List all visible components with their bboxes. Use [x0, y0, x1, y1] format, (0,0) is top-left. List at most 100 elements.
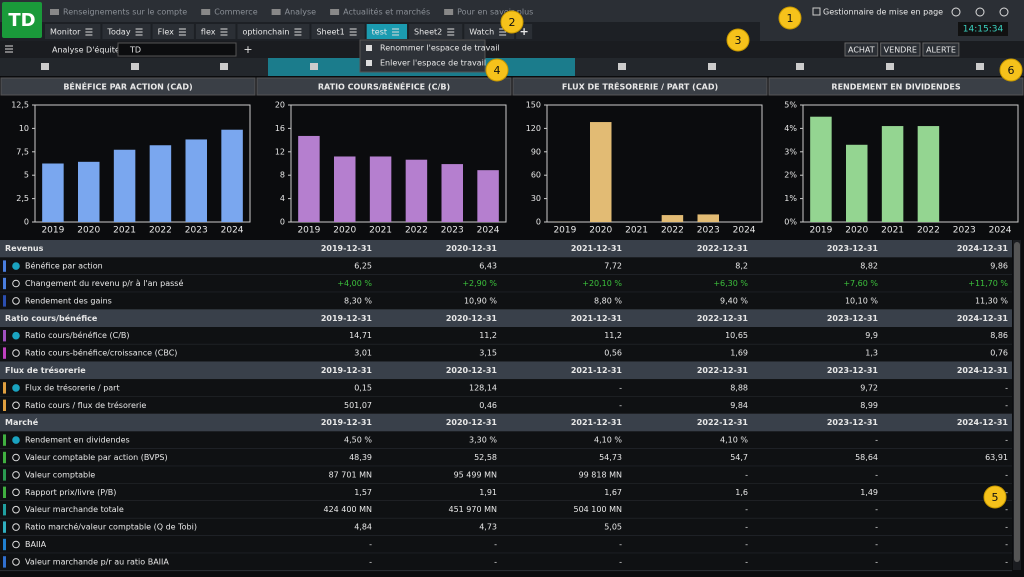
clock: 14:15:34	[963, 25, 1004, 35]
nav-item[interactable]: Renseignements sur le compte	[63, 8, 187, 17]
column-date: 2019-12-31	[321, 244, 373, 253]
section-icon[interactable]	[708, 63, 716, 70]
bar	[150, 145, 172, 222]
x-tick-label: 2019	[553, 226, 576, 236]
tab-label[interactable]: Flex	[158, 28, 175, 37]
y-tick-label: 20	[275, 101, 285, 110]
column-date: 2019-12-31	[321, 314, 373, 323]
y-tick-label: 1%	[784, 194, 797, 203]
search-add[interactable]: +	[243, 43, 252, 56]
tab-label[interactable]: test	[372, 28, 387, 37]
table-row[interactable]	[0, 501, 1012, 518]
scrollbar-thumb[interactable]	[1014, 242, 1020, 562]
y-tick-label: 0	[24, 218, 29, 227]
section-icon[interactable]	[976, 63, 984, 70]
row-label: Rapport prix/livre (P/B)	[25, 488, 116, 497]
x-tick-label: 2022	[405, 226, 428, 236]
cell-value: -	[369, 557, 372, 566]
bar	[442, 164, 464, 222]
row-label: Rendement en dividendes	[25, 436, 130, 445]
bar	[662, 215, 684, 222]
row-toggle[interactable]	[13, 437, 20, 444]
tab-label[interactable]: Sheet1	[316, 28, 344, 37]
cell-value: 10,65	[725, 331, 748, 340]
tab-label[interactable]: Sheet2	[414, 28, 442, 37]
row-toggle[interactable]	[13, 332, 20, 339]
cell-value: +7,60 %	[843, 279, 878, 288]
cell-value: 6,43	[479, 262, 497, 271]
action-button-label[interactable]: VENDRE	[884, 46, 917, 55]
y-tick-label: 0%	[784, 218, 797, 227]
action-button-label[interactable]: ALERTE	[926, 46, 956, 55]
action-button-label[interactable]: ACHAT	[848, 46, 875, 55]
tab-label[interactable]: Monitor	[50, 28, 81, 37]
nav-icon	[272, 9, 281, 15]
nav-item[interactable]: Analyse	[285, 8, 317, 17]
y-tick-label: 2,5	[16, 194, 29, 203]
x-tick-label: 2022	[917, 226, 940, 236]
tab-label[interactable]: Today	[106, 28, 130, 37]
x-tick-label: 2022	[149, 226, 172, 236]
section-icon[interactable]	[220, 63, 228, 70]
cell-value: 504 100 MN	[573, 505, 622, 514]
tab-label[interactable]: flex	[201, 28, 216, 37]
y-tick-label: 4	[280, 194, 285, 203]
cell-value: 4,10 %	[594, 436, 622, 445]
y-tick-label: 150	[526, 101, 541, 110]
row-label: Flux de trésorerie / part	[25, 382, 120, 392]
column-date: 2023-12-31	[827, 418, 879, 427]
cell-value: 4,50 %	[344, 436, 372, 445]
cell-value: -	[1005, 383, 1008, 392]
cell-value: -	[745, 557, 748, 566]
section-icon[interactable]	[131, 63, 139, 70]
x-tick-label: 2023	[441, 226, 464, 236]
column-date: 2019-12-31	[321, 366, 373, 375]
badge-number: 3	[735, 34, 742, 47]
tab-label[interactable]: Watch	[469, 28, 494, 37]
cell-value: +2,90 %	[462, 279, 497, 288]
y-tick-label: 12,5	[11, 101, 29, 110]
section-icon[interactable]	[886, 63, 894, 70]
row-label: Valeur comptable par action (BVPS)	[25, 453, 168, 462]
cell-value: -	[619, 540, 622, 549]
cell-value: 9,9	[865, 331, 878, 340]
cell-value: 128,14	[469, 383, 497, 392]
cell-value: 8,2	[735, 262, 748, 271]
cell-value: 8,86	[990, 331, 1008, 340]
menu-item[interactable]: Enlever l'espace de travail	[380, 59, 486, 68]
section-icon[interactable]	[618, 63, 626, 70]
section-icon[interactable]	[310, 63, 318, 70]
chart-title: FLUX DE TRÉSORERIE / PART (CAD)	[562, 81, 718, 92]
module-name[interactable]: Analyse D'équité	[52, 45, 120, 55]
column-date: 2023-12-31	[827, 366, 879, 375]
chart-title: BÉNÉFICE PAR ACTION (CAD)	[63, 81, 192, 92]
table-row[interactable]	[0, 327, 1012, 344]
section-icon[interactable]	[41, 63, 49, 70]
nav-item[interactable]: Pour en savoir plus	[457, 8, 533, 17]
table-row[interactable]	[0, 466, 1012, 483]
nav-item[interactable]: Actualités et marchés	[343, 7, 430, 17]
table-row[interactable]	[0, 431, 1012, 448]
layout-manager[interactable]: Gestionnaire de mise en page	[823, 8, 943, 17]
tab-label[interactable]: optionchain	[242, 28, 289, 37]
x-tick-label: 2024	[221, 226, 244, 236]
cell-value: -	[369, 540, 372, 549]
row-toggle[interactable]	[13, 385, 20, 392]
bar	[298, 136, 320, 222]
table-row[interactable]	[0, 536, 1012, 553]
row-label: Valeur marchande totale	[25, 505, 124, 514]
menu-item[interactable]: Renommer l'espace de travail	[380, 44, 500, 53]
badge-number: 4	[494, 64, 501, 77]
cell-value: 424 400 MN	[323, 505, 372, 514]
column-date: 2020-12-31	[446, 366, 498, 375]
cell-value: -	[745, 470, 748, 479]
row-toggle[interactable]	[13, 263, 20, 270]
bar	[186, 139, 208, 222]
search-value[interactable]: TD	[129, 46, 141, 55]
x-tick-label: 2020	[589, 226, 612, 236]
nav-item[interactable]: Commerce	[214, 8, 258, 17]
cell-value: -	[619, 401, 622, 410]
cell-value: -	[875, 436, 878, 445]
section-icon[interactable]	[796, 63, 804, 70]
column-date: 2021-12-31	[571, 366, 623, 375]
